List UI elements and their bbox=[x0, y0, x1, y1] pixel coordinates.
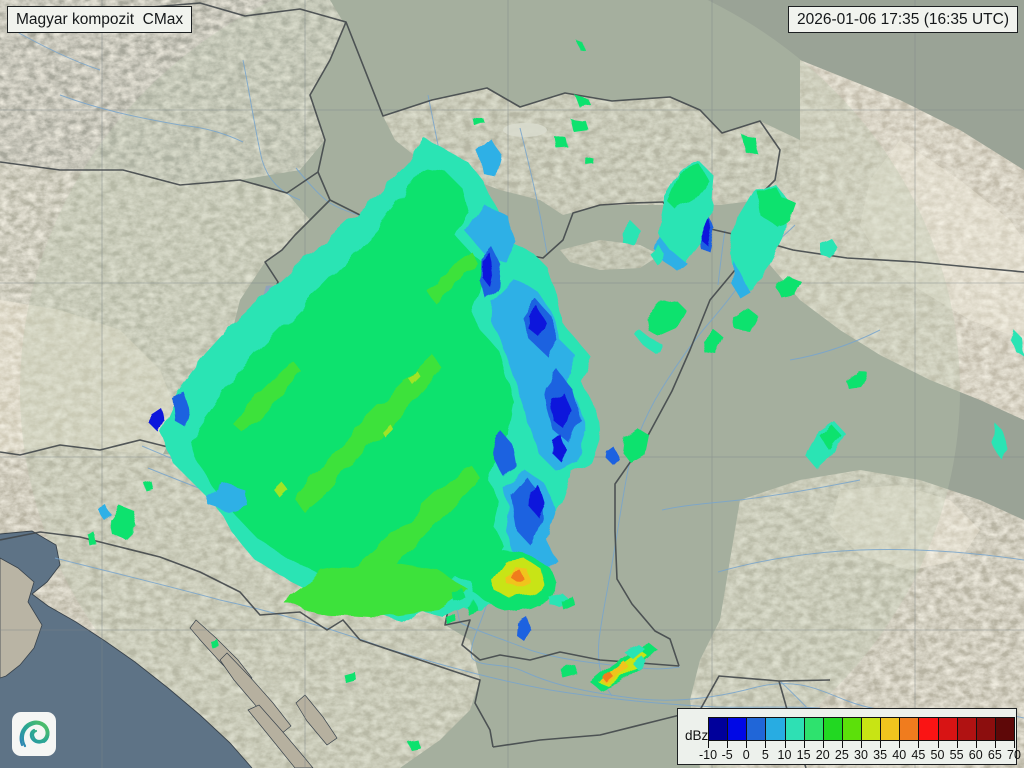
product-label: Magyar kompozit CMax bbox=[7, 6, 193, 34]
dbz-tick bbox=[880, 741, 882, 748]
river-tisza bbox=[597, 251, 762, 697]
echo-strong-cell-south bbox=[471, 551, 576, 611]
dbz-tick bbox=[861, 741, 862, 748]
dbz-tick bbox=[784, 741, 786, 748]
border-cz-sk-at bbox=[309, 21, 347, 201]
echo-darkblue-cores bbox=[150, 215, 712, 516]
dbz-tick-label: 45 bbox=[911, 748, 926, 762]
border-at-cz bbox=[0, 161, 319, 194]
dbz-cell bbox=[880, 717, 901, 741]
dbz-tick bbox=[1014, 741, 1015, 748]
dbz-tick bbox=[727, 741, 729, 748]
dbz-cell bbox=[956, 717, 977, 741]
dbz-tick-label: 25 bbox=[834, 748, 849, 762]
dbz-tick-label: 10 bbox=[777, 748, 792, 762]
dbz-cell bbox=[727, 717, 748, 741]
dbz-tick bbox=[937, 741, 939, 748]
dbz-tick bbox=[803, 741, 805, 748]
dbz-cell bbox=[746, 717, 767, 741]
dbz-tick bbox=[746, 741, 748, 748]
dbz-cell bbox=[918, 717, 939, 741]
dbz-tick bbox=[956, 741, 958, 748]
dbz-tick-label: -10 bbox=[698, 748, 718, 762]
dbz-tick bbox=[841, 741, 843, 748]
adriatic-sea bbox=[0, 530, 338, 768]
dbz-tick-label: 0 bbox=[742, 748, 750, 762]
dbz-cell bbox=[937, 717, 958, 741]
dbz-cell bbox=[841, 717, 862, 741]
dbz-tick-label: -5 bbox=[721, 748, 733, 762]
dbz-tick-label: 55 bbox=[949, 748, 964, 762]
echo-west-south-specks bbox=[87, 481, 578, 749]
dbz-cell bbox=[765, 717, 786, 741]
echo-strong-streak-southeast bbox=[591, 644, 659, 691]
river-sava bbox=[54, 557, 821, 709]
dbz-tick bbox=[994, 741, 996, 748]
echo-main-band-green bbox=[193, 166, 514, 595]
radar-echoes bbox=[87, 41, 1024, 749]
dbz-cell bbox=[822, 717, 843, 741]
dbz-tick-label: 40 bbox=[892, 748, 907, 762]
dbz-cells: -10 -5 0 5 10 15 20 25 30 35 40 45 50 55 60 65 70 bbox=[678, 709, 1021, 764]
dbz-legend: dBz -10 -5 0 5 10 15 20 25 30 35 40 45 50 55 60 65 70 bbox=[677, 708, 1021, 765]
border-north-chain bbox=[139, 2, 1024, 273]
dbz-tick bbox=[765, 741, 767, 748]
dbz-tick-label: 5 bbox=[761, 748, 769, 762]
dbz-tick bbox=[899, 741, 901, 748]
dbz-tick bbox=[918, 741, 920, 748]
dbz-cell bbox=[994, 717, 1015, 741]
dbz-cell bbox=[861, 717, 882, 741]
dbz-tick-label: 60 bbox=[968, 748, 983, 762]
echo-north-specks bbox=[472, 41, 759, 167]
dbz-tick-label: 30 bbox=[854, 748, 868, 762]
dbz-cell bbox=[975, 717, 996, 741]
dbz-tick bbox=[708, 741, 709, 748]
dbz-tick-label: 20 bbox=[815, 748, 830, 762]
hungaromet-spiral-icon bbox=[12, 712, 56, 756]
echo-northeast-cells bbox=[620, 161, 1024, 469]
border-si-hr bbox=[0, 531, 361, 641]
echo-bright-green-streaks bbox=[232, 250, 481, 617]
dbz-cell bbox=[784, 717, 805, 741]
dbz-tick bbox=[822, 741, 824, 748]
dbz-tick-label: 70 bbox=[1007, 748, 1021, 762]
dbz-tick-label: 50 bbox=[930, 748, 945, 762]
echo-chartreuse-flecks bbox=[276, 370, 420, 498]
timestamp-label: 2026-01-06 17:35 (16:35 UTC) bbox=[788, 6, 1018, 34]
border-hu-ro-east bbox=[614, 237, 751, 667]
dbz-tick-label: 65 bbox=[987, 748, 1002, 762]
dbz-cell bbox=[899, 717, 920, 741]
dbz-cell bbox=[708, 717, 729, 741]
border-hr-ba-west bbox=[359, 639, 494, 748]
istria-peninsula bbox=[0, 557, 43, 679]
dbz-tick-label: 15 bbox=[796, 748, 811, 762]
dbz-cell bbox=[803, 717, 824, 741]
adriatic-islands bbox=[189, 619, 338, 768]
dbz-tick bbox=[975, 741, 977, 748]
hungaromet-logo bbox=[12, 712, 56, 756]
dbz-unit-label: dBz bbox=[685, 728, 709, 743]
dbz-tick-label: 35 bbox=[873, 748, 888, 762]
